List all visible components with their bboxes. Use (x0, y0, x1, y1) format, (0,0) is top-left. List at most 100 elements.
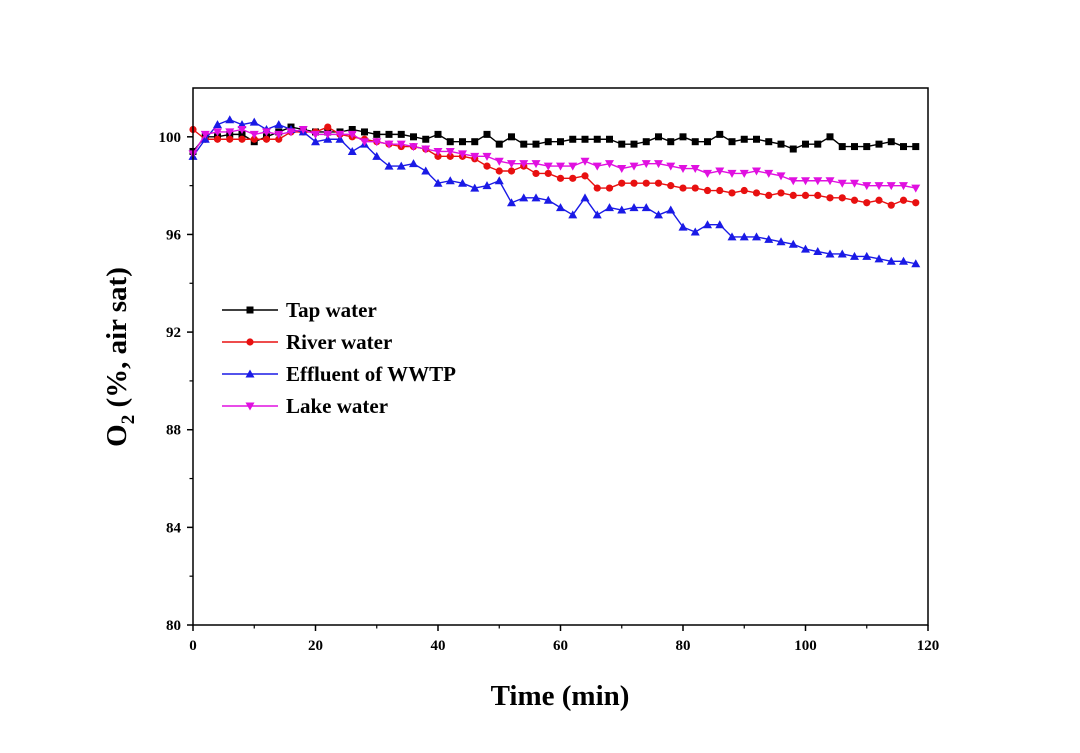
data-point (776, 237, 786, 246)
data-point (324, 123, 332, 131)
data-point (519, 160, 529, 169)
data-point (666, 162, 676, 171)
data-point (225, 128, 235, 137)
x-tick-label: 60 (553, 638, 568, 654)
data-point (397, 130, 405, 138)
data-point (262, 135, 271, 143)
data-point (887, 201, 895, 209)
data-point (213, 120, 222, 129)
data-point (373, 130, 381, 138)
data-point (384, 140, 394, 149)
data-point (385, 130, 393, 138)
data-point (739, 232, 749, 241)
data-point (863, 199, 871, 207)
data-point (372, 151, 382, 160)
series-lake-water (188, 125, 921, 193)
data-point (739, 169, 749, 178)
data-point (213, 128, 222, 137)
data-point (593, 135, 601, 143)
legend-item-tap-water: Tap water (222, 298, 377, 322)
data-point (667, 182, 675, 190)
data-point (396, 140, 406, 149)
data-point (715, 167, 725, 176)
legend-label: River water (286, 330, 392, 354)
data-point (703, 220, 712, 229)
data-point (690, 165, 700, 174)
data-point (642, 179, 650, 187)
data-point (483, 130, 491, 138)
data-point (874, 182, 884, 191)
data-point (421, 166, 431, 175)
data-point (323, 130, 333, 139)
data-point (298, 125, 308, 134)
data-point (409, 159, 418, 168)
data-point (777, 189, 785, 197)
data-point (434, 152, 442, 160)
data-point (592, 162, 602, 171)
data-point (544, 169, 552, 178)
data-point (630, 140, 638, 148)
data-point (361, 128, 368, 136)
data-point (715, 220, 725, 229)
data-point (899, 196, 908, 204)
data-point (580, 193, 590, 202)
data-point (606, 135, 613, 143)
legend-marker (245, 402, 255, 411)
legend-label: Lake water (286, 394, 388, 418)
data-point (703, 186, 712, 195)
data-point (813, 177, 823, 186)
series-tap-water (189, 123, 920, 155)
x-tick-label: 40 (431, 638, 446, 654)
data-point (483, 162, 491, 170)
legend-item-effluent-of-wwtp: Effluent of WWTP (222, 362, 456, 386)
data-point (274, 120, 284, 129)
data-point (531, 193, 541, 202)
data-point (667, 138, 675, 146)
data-point (348, 125, 356, 133)
data-point (396, 161, 406, 170)
legend: Tap water River water Effluent of WWTP Lake… (222, 298, 456, 418)
data-point (446, 152, 454, 160)
data-point (482, 152, 492, 161)
data-point (507, 198, 516, 207)
data-point (912, 199, 920, 207)
data-point (752, 232, 761, 241)
data-point (728, 138, 736, 146)
data-point (679, 133, 687, 141)
data-point (532, 169, 540, 178)
data-point (851, 143, 858, 151)
data-point (678, 165, 688, 174)
y-tick-label: 96 (166, 227, 182, 243)
data-point (911, 259, 921, 268)
data-point (581, 172, 589, 180)
x-tick-label: 100 (794, 638, 817, 654)
legend-item-lake-water: Lake water (222, 394, 388, 418)
data-point (580, 157, 590, 166)
data-point (850, 196, 859, 204)
data-point (764, 169, 774, 178)
data-point (752, 167, 761, 176)
data-point (838, 194, 846, 202)
data-point (225, 115, 235, 124)
data-point (531, 160, 541, 169)
data-point (837, 249, 847, 258)
data-point (249, 117, 259, 126)
data-point (875, 140, 883, 148)
data-point (433, 147, 443, 156)
data-point (568, 162, 578, 171)
data-point (519, 193, 529, 202)
data-point (543, 162, 553, 171)
data-point (777, 140, 785, 148)
data-point (200, 130, 210, 139)
data-point (335, 130, 345, 139)
legend-marker (246, 306, 254, 314)
data-point (372, 138, 382, 147)
data-point (237, 125, 247, 134)
data-point (678, 222, 688, 231)
legend-item-river-water: River water (222, 330, 392, 354)
series-layer (188, 115, 921, 268)
data-point (556, 203, 565, 212)
data-point (814, 140, 822, 148)
data-point (592, 210, 602, 219)
